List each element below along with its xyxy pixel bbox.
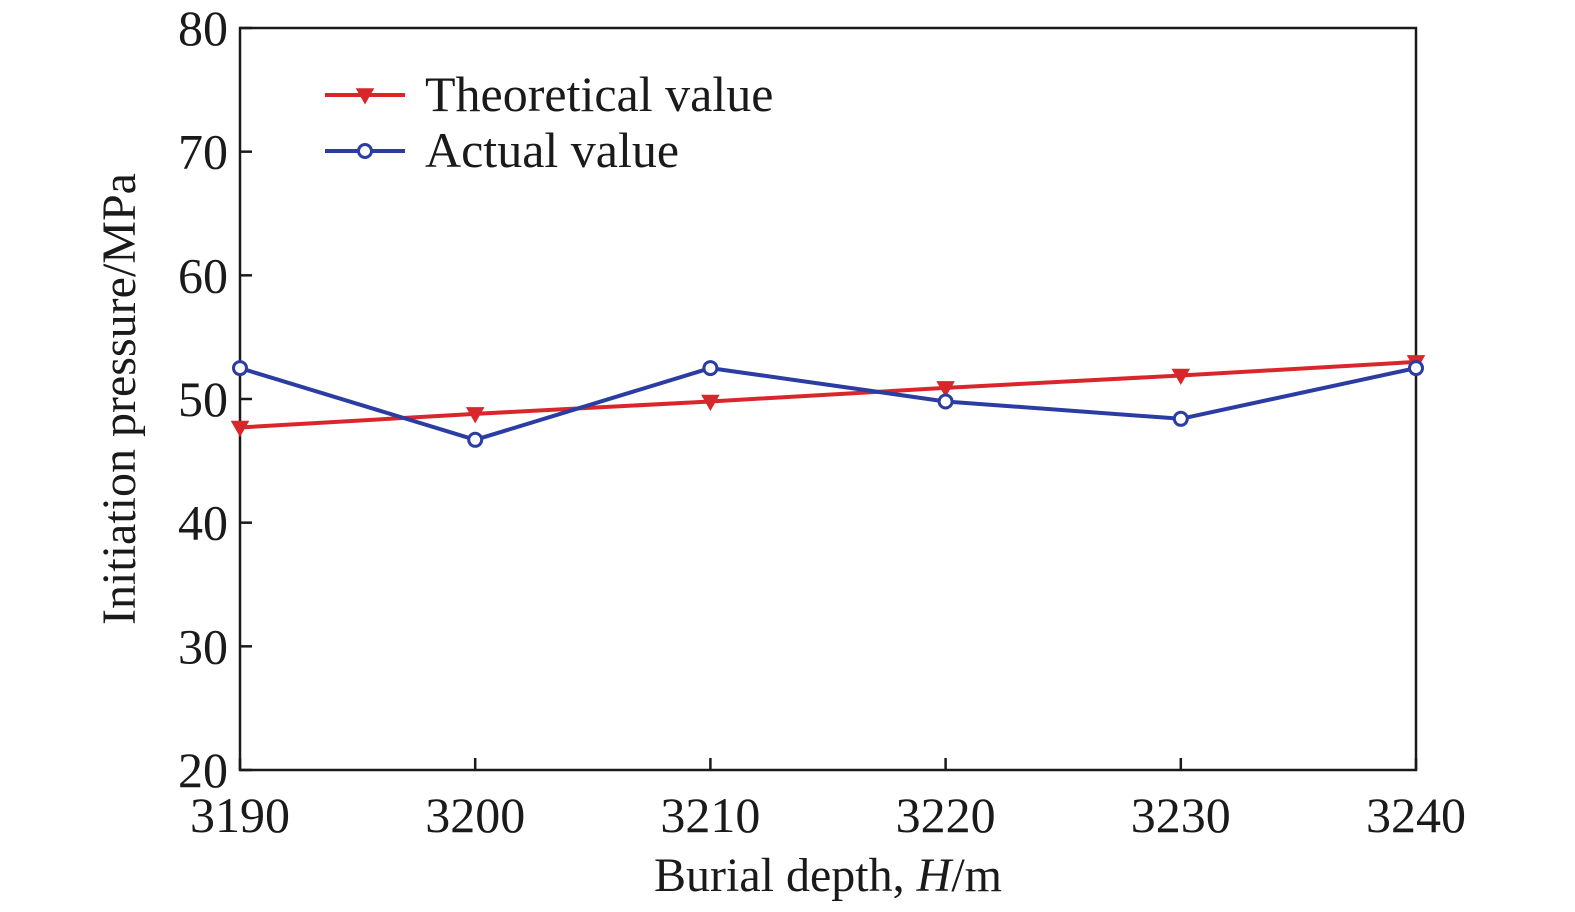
data-point-theoretical [465,407,485,424]
data-point-actual [1172,410,1189,427]
x-tick-label: 3190 [190,787,290,843]
legend-label-actual: Actual value [425,122,679,178]
series-line-theoretical [239,359,1417,430]
y-tick-label: 20 [178,742,228,798]
y-tick-label: 40 [178,495,228,551]
plot-frame [238,26,1418,772]
legend-marker [355,88,375,105]
x-axis-label: Burial depth, H/m [654,849,1002,902]
legend-symbol-actual [325,143,405,159]
y-tick-label: 70 [178,124,228,180]
data-point-theoretical [230,420,250,437]
x-tick-label: 3210 [660,787,760,843]
data-point-actual [702,360,719,377]
data-point-theoretical [1171,368,1191,386]
x-tick-label: 3220 [896,787,996,843]
y-axis-label: Initiation pressure/MPa [93,173,146,625]
data-point-theoretical [936,381,955,398]
x-tick-label: 3230 [1131,787,1231,843]
y-tick-label: 30 [178,618,228,674]
legend-marker [357,143,373,159]
x-tick-label: 3240 [1366,787,1466,843]
legend: Theoretical value Actual value [325,66,773,178]
y-tick-label: 50 [178,371,228,427]
x-tick-label: 3200 [425,787,525,843]
data-point-actual [1408,360,1424,377]
series-line-actual [239,366,1417,442]
data-point-actual [467,431,484,448]
legend-label-theoretical: Theoretical value [425,66,773,122]
series-layer [230,355,1426,448]
data-point-actual [937,393,954,410]
data-point-theoretical [701,394,720,411]
y-tick-label: 60 [178,247,228,303]
data-point-actual [232,360,248,377]
legend-symbol-theoretical [325,88,405,105]
y-tick-label: 80 [178,0,228,56]
axis-ticks: 20 30 40 50 60 70 80 3190 3200 3210 3220 3230 3240 [178,0,1466,843]
